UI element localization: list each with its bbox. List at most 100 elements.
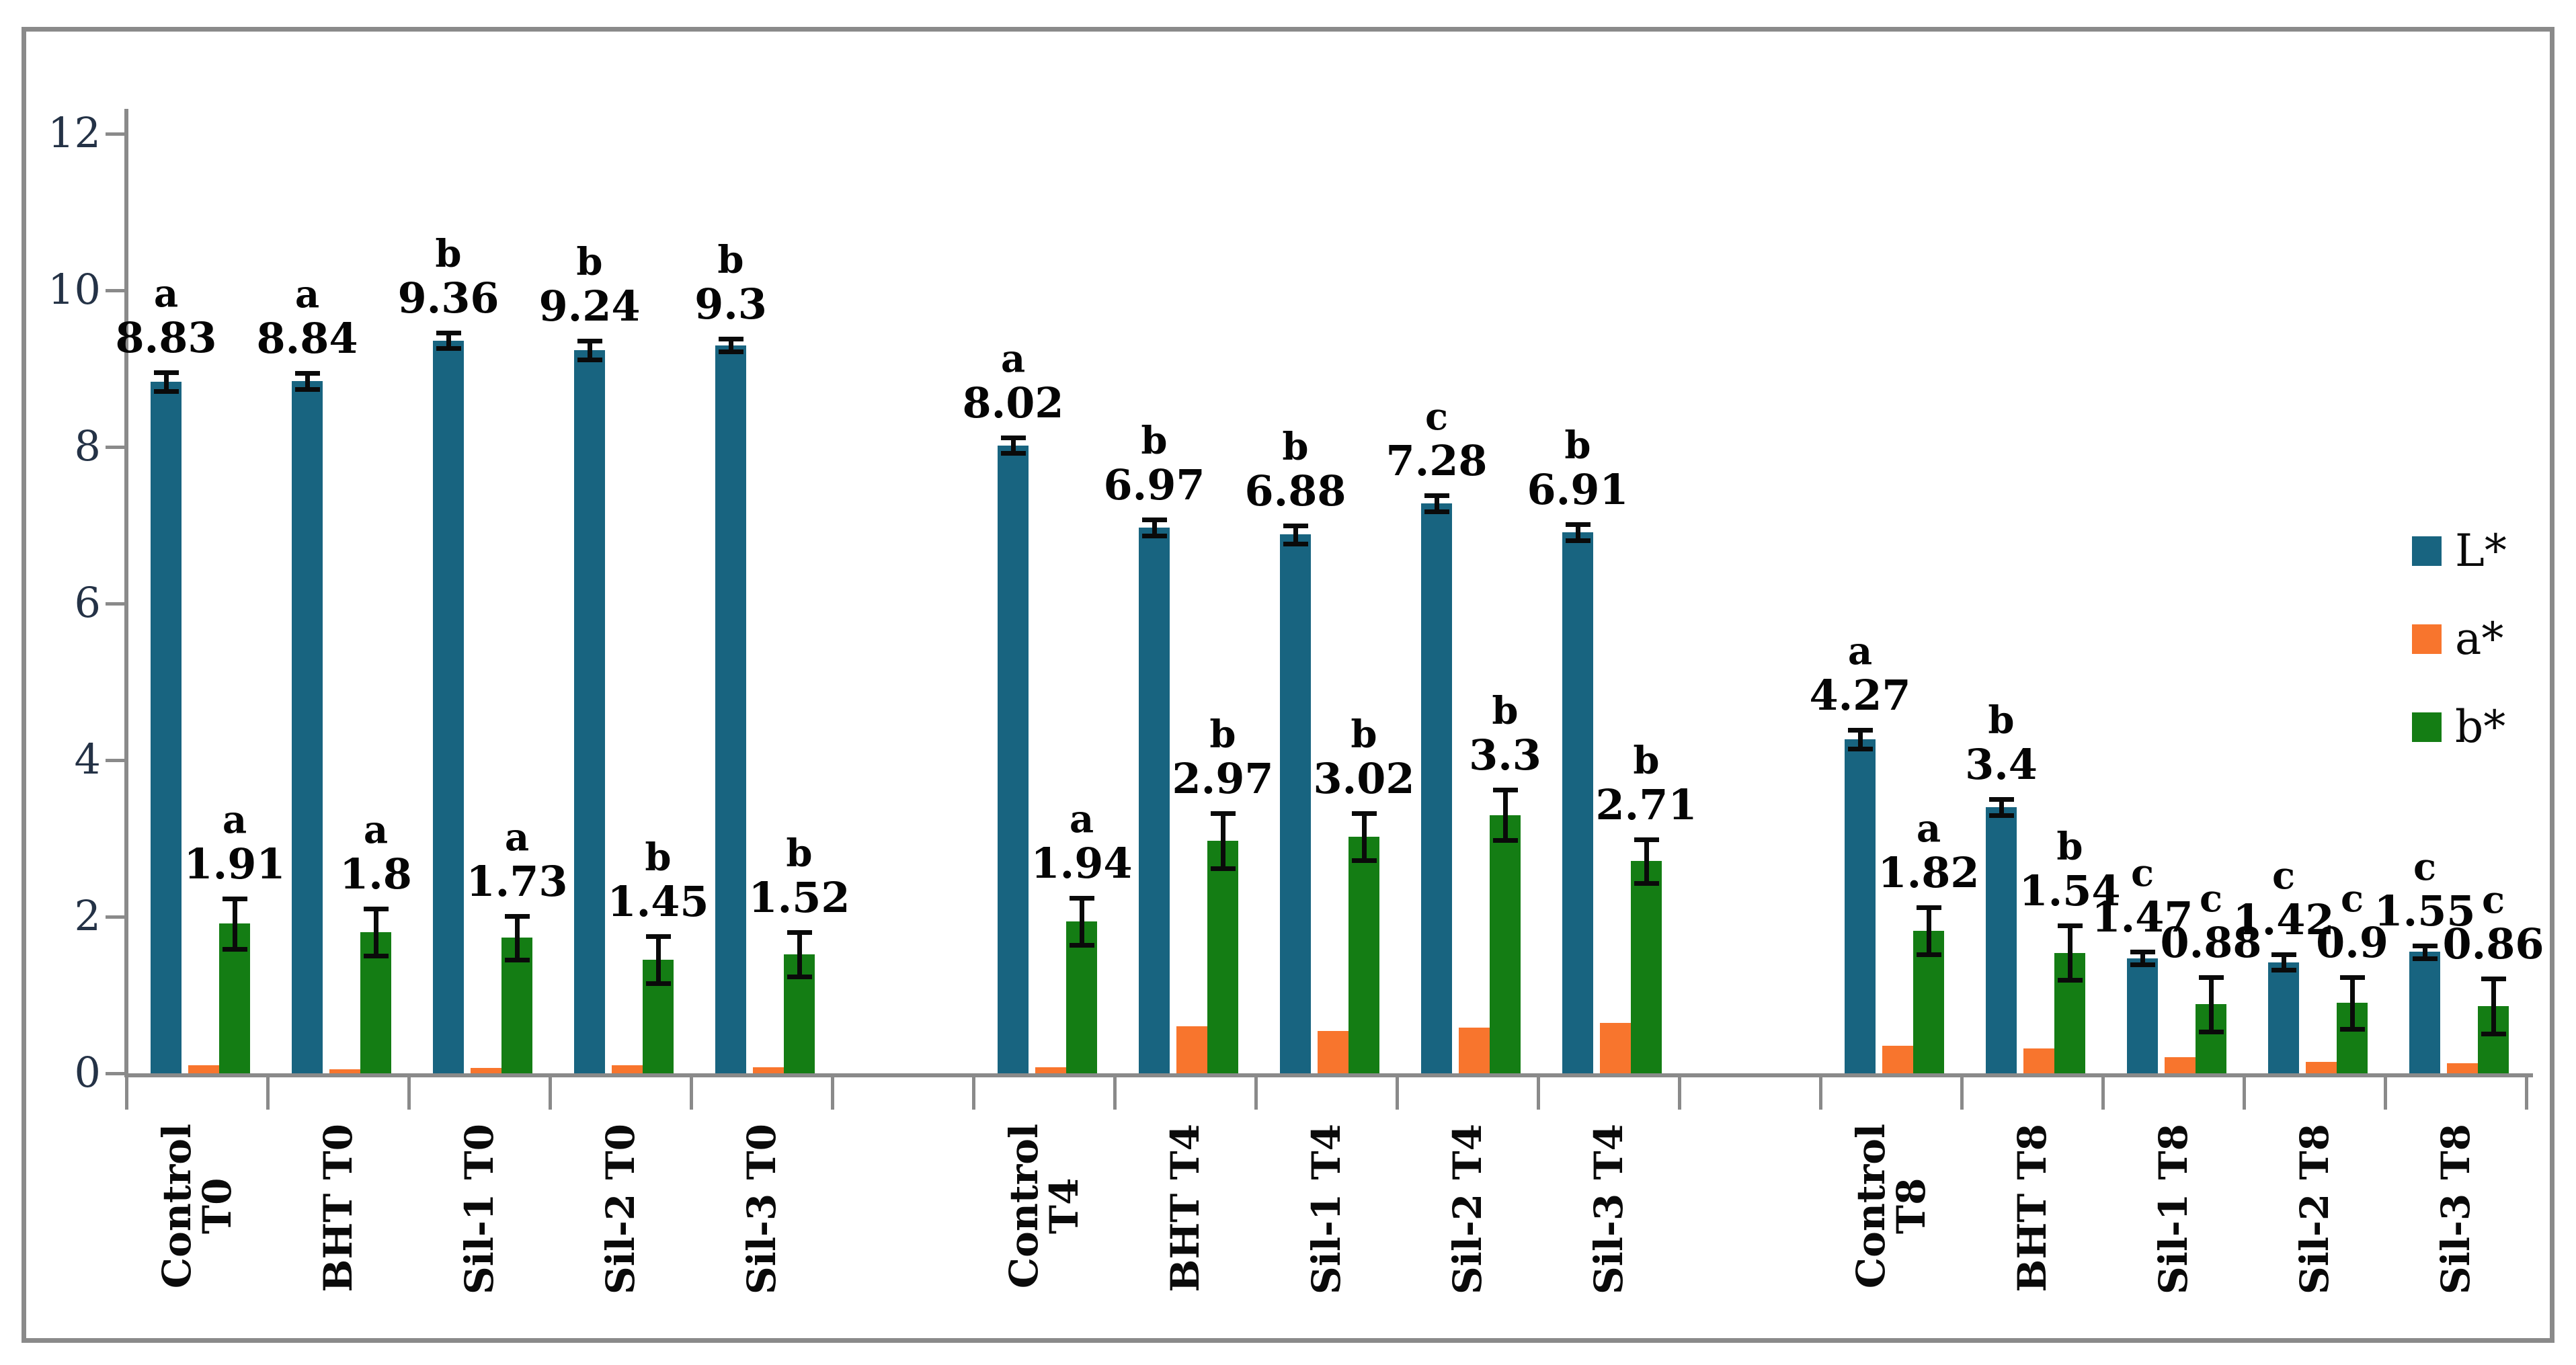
bar-b-T4 — [1631, 861, 1662, 1073]
legend-label-L: L* — [2455, 525, 2507, 577]
bar-value-label: b 1.54 — [2019, 826, 2120, 915]
significance-letter: a — [1916, 806, 1941, 852]
x-category-slot: BHT T0 — [268, 1124, 409, 1346]
error-bar-cap-top — [719, 337, 743, 342]
x-category-label: Sil-3 T4 — [1586, 1124, 1632, 1295]
x-category-label: Sil-1 T8 — [2150, 1124, 2196, 1295]
x-axis-tick — [2525, 1076, 2528, 1110]
error-bar — [2282, 954, 2286, 970]
y-tick-label: 10 — [48, 265, 101, 314]
bar-value-label: b 9.24 — [538, 241, 640, 330]
error-bar-cap-top — [1848, 727, 1873, 733]
bar-value-label: b 9.36 — [397, 233, 499, 322]
chart-legend: L* a* b* — [2412, 526, 2507, 790]
x-category-slot: Sil-2 T4 — [1397, 1124, 1538, 1346]
error-bar-cap-top — [1566, 522, 1591, 528]
error-bar-cap-bottom — [1070, 942, 1094, 948]
significance-letter: b — [786, 831, 813, 876]
error-bar — [374, 909, 378, 956]
significance-letter: c — [1424, 395, 1449, 440]
bar-L-T4 — [1562, 532, 1593, 1073]
bar-value: 8.02 — [962, 378, 1064, 428]
error-bar-cap-bottom — [364, 954, 389, 959]
x-axis-tick — [2384, 1076, 2387, 1110]
error-bar-cap-bottom — [2058, 978, 2083, 983]
error-bar-cap-top — [154, 370, 179, 376]
error-bar — [797, 932, 802, 977]
error-bar-cap-top — [436, 330, 461, 335]
bar-a-T0 — [188, 1065, 219, 1073]
x-category-slot: Sil-3 T8 — [2385, 1124, 2526, 1346]
significance-letter: c — [2481, 878, 2505, 923]
x-axis-tick — [690, 1076, 693, 1110]
error-bar-cap-top — [2271, 952, 2296, 957]
error-bar — [1644, 839, 1649, 883]
significance-letter: c — [2130, 851, 2155, 896]
bar-value: 0.88 — [2160, 917, 2262, 967]
x-category-slot: Sil-1 T0 — [409, 1124, 550, 1346]
significance-letter: a — [1847, 628, 1873, 673]
error-bar-cap-bottom — [1352, 858, 1377, 864]
bar-a-T0 — [753, 1067, 784, 1073]
bar-a-T4 — [1459, 1028, 1490, 1073]
x-category-label: Sil-3 T8 — [2433, 1124, 2479, 1295]
error-bar — [2423, 946, 2427, 958]
error-bar — [1011, 438, 1016, 454]
x-axis-tick — [1254, 1076, 1258, 1110]
error-bar-cap-bottom — [719, 349, 743, 354]
significance-letter: c — [2413, 845, 2437, 890]
bar-L-T8 — [1986, 806, 2017, 1073]
bar-a-T4 — [1035, 1067, 1066, 1073]
bar-value: 3.02 — [1313, 754, 1415, 804]
bar-b-T4 — [1207, 840, 1238, 1073]
bar-a-T4 — [1318, 1031, 1349, 1073]
bar-value-label: c 1.47 — [2091, 852, 2193, 941]
legend-swatch-a-icon — [2412, 624, 2442, 654]
bar-value-label: b 3.4 — [1965, 700, 2038, 788]
bar-value-label: a 8.83 — [115, 273, 216, 362]
y-axis-tick — [106, 446, 124, 449]
bar-value: 6.97 — [1103, 460, 1205, 510]
bar-L-T0 — [715, 345, 746, 1073]
bar-L-T4 — [998, 445, 1029, 1073]
error-bar — [446, 332, 451, 349]
x-category-label: Sil-2 T8 — [2292, 1124, 2337, 1295]
bar-L-T0 — [574, 349, 605, 1073]
error-bar — [233, 899, 237, 949]
error-bar-cap-top — [1211, 811, 1236, 817]
error-bar-cap-top — [295, 371, 320, 376]
bar-value-label: c 1.42 — [2232, 855, 2334, 944]
error-bar-cap-top — [2481, 977, 2506, 982]
x-category-label: Sil-3 T0 — [739, 1124, 784, 1295]
error-bar-cap-bottom — [1211, 866, 1236, 871]
bar-L-T8 — [1845, 739, 1876, 1073]
x-category-slot: Control T0 — [126, 1124, 268, 1346]
y-tick-label: 6 — [74, 578, 101, 627]
legend-label-a: a* — [2455, 613, 2504, 665]
error-bar-cap-bottom — [505, 958, 530, 963]
significance-letter: c — [2271, 853, 2296, 898]
bar-value: 8.84 — [256, 314, 358, 364]
significance-letter: b — [645, 835, 672, 880]
x-axis-tick — [125, 1076, 128, 1110]
significance-letter: b — [1282, 424, 1309, 469]
error-bar — [2068, 925, 2072, 981]
error-bar-cap-bottom — [1424, 509, 1449, 514]
bar-a-T0 — [329, 1069, 360, 1073]
bar-value-label: c 1.55 — [2374, 846, 2475, 935]
bar-value: 7.28 — [1385, 436, 1488, 486]
error-bar-cap-bottom — [2130, 962, 2155, 968]
error-bar — [515, 915, 520, 960]
error-bar — [164, 372, 169, 392]
error-bar — [1576, 524, 1580, 540]
bar-value-label: a 1.73 — [466, 817, 567, 905]
x-category-label: BHT T0 — [315, 1124, 361, 1292]
error-bar — [1152, 520, 1157, 536]
legend-swatch-L-icon — [2412, 536, 2442, 566]
bar-L-T8 — [2127, 958, 2158, 1073]
bar-a-T8 — [2306, 1061, 2337, 1073]
x-axis-tick — [549, 1076, 552, 1110]
bar-b-T4 — [1490, 815, 1521, 1073]
significance-letter: b — [1351, 712, 1377, 757]
error-bar-cap-top — [577, 338, 602, 343]
